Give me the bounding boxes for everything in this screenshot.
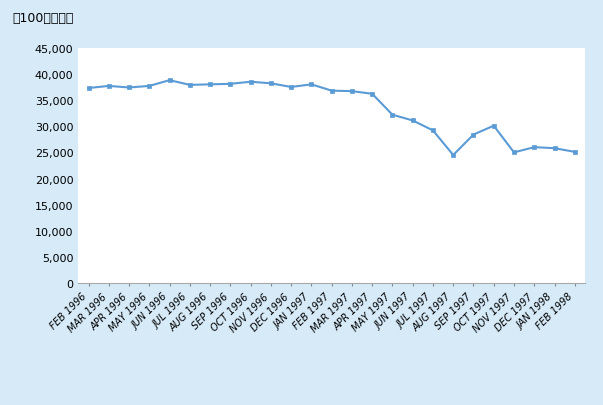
- Text: （100万ドル）: （100万ドル）: [12, 12, 74, 25]
